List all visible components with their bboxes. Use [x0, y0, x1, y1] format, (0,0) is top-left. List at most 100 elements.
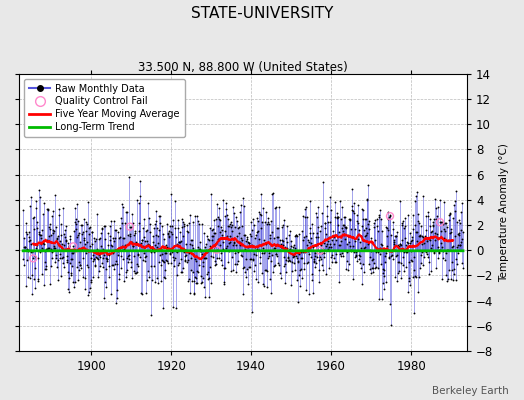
Point: [232, 242, 240, 248]
Point: [301, 206, 310, 212]
Point: [194, 218, 202, 224]
Point: [227, 222, 236, 228]
Point: [114, 229, 122, 235]
Point: [95, 252, 103, 258]
Point: [191, 255, 199, 262]
Point: [222, 200, 231, 206]
Point: [167, 260, 175, 266]
Point: [308, 270, 316, 277]
Point: [166, 250, 174, 257]
Point: [245, 230, 254, 237]
Point: [398, 237, 406, 243]
Point: [239, 264, 248, 270]
Point: [124, 258, 132, 265]
Point: [79, 254, 88, 261]
Point: [427, 244, 435, 251]
Point: [432, 213, 441, 219]
Point: [125, 231, 134, 238]
Point: [189, 244, 197, 251]
Point: [38, 240, 47, 246]
Point: [132, 240, 140, 246]
Point: [27, 272, 36, 278]
Point: [425, 259, 433, 266]
Point: [370, 217, 379, 223]
Point: [123, 266, 131, 273]
Point: [93, 210, 101, 217]
Point: [25, 275, 34, 281]
Point: [74, 232, 82, 238]
Point: [126, 233, 135, 239]
Point: [417, 222, 425, 229]
Point: [419, 193, 427, 200]
Point: [170, 243, 178, 249]
Point: [252, 276, 260, 282]
Point: [388, 252, 397, 258]
Point: [304, 248, 312, 255]
Point: [453, 260, 461, 267]
Point: [441, 220, 450, 226]
Point: [456, 241, 464, 248]
Point: [360, 245, 368, 252]
Point: [457, 239, 465, 246]
Point: [413, 218, 422, 224]
Point: [118, 201, 126, 208]
Point: [338, 204, 346, 210]
Point: [444, 236, 453, 243]
Point: [288, 258, 296, 265]
Point: [275, 262, 283, 268]
Point: [243, 234, 252, 240]
Point: [246, 264, 255, 270]
Point: [431, 196, 439, 202]
Point: [277, 244, 285, 250]
Point: [161, 242, 170, 248]
Point: [309, 244, 318, 250]
Point: [292, 232, 300, 238]
Point: [81, 275, 90, 282]
Point: [155, 227, 163, 234]
Point: [25, 234, 34, 241]
Point: [184, 278, 192, 284]
Point: [70, 218, 79, 225]
Point: [399, 218, 408, 224]
Point: [391, 233, 399, 239]
Point: [116, 233, 124, 240]
Point: [61, 234, 69, 240]
Point: [56, 251, 64, 258]
Point: [332, 237, 341, 244]
Point: [218, 232, 226, 238]
Point: [412, 193, 420, 199]
Point: [104, 250, 112, 257]
Point: [187, 236, 195, 243]
Point: [151, 242, 159, 248]
Point: [268, 228, 276, 235]
Point: [379, 286, 388, 292]
Point: [424, 236, 433, 242]
Point: [51, 224, 60, 230]
Point: [250, 222, 258, 228]
Point: [438, 218, 446, 225]
Point: [385, 254, 393, 260]
Point: [333, 214, 342, 220]
Point: [147, 276, 156, 283]
Point: [415, 274, 423, 281]
Point: [38, 270, 46, 277]
Point: [123, 232, 132, 238]
Point: [136, 178, 144, 184]
Point: [223, 242, 232, 249]
Point: [156, 220, 164, 226]
Point: [323, 240, 332, 247]
Point: [407, 238, 416, 244]
Point: [349, 276, 357, 282]
Point: [100, 295, 108, 302]
Point: [112, 258, 120, 264]
Point: [419, 262, 428, 268]
Point: [342, 266, 350, 272]
Point: [150, 262, 158, 269]
Point: [251, 235, 259, 241]
Point: [324, 246, 332, 252]
Point: [238, 253, 246, 259]
Point: [303, 242, 311, 248]
Point: [140, 254, 149, 260]
Point: [373, 223, 381, 230]
Point: [119, 278, 128, 284]
